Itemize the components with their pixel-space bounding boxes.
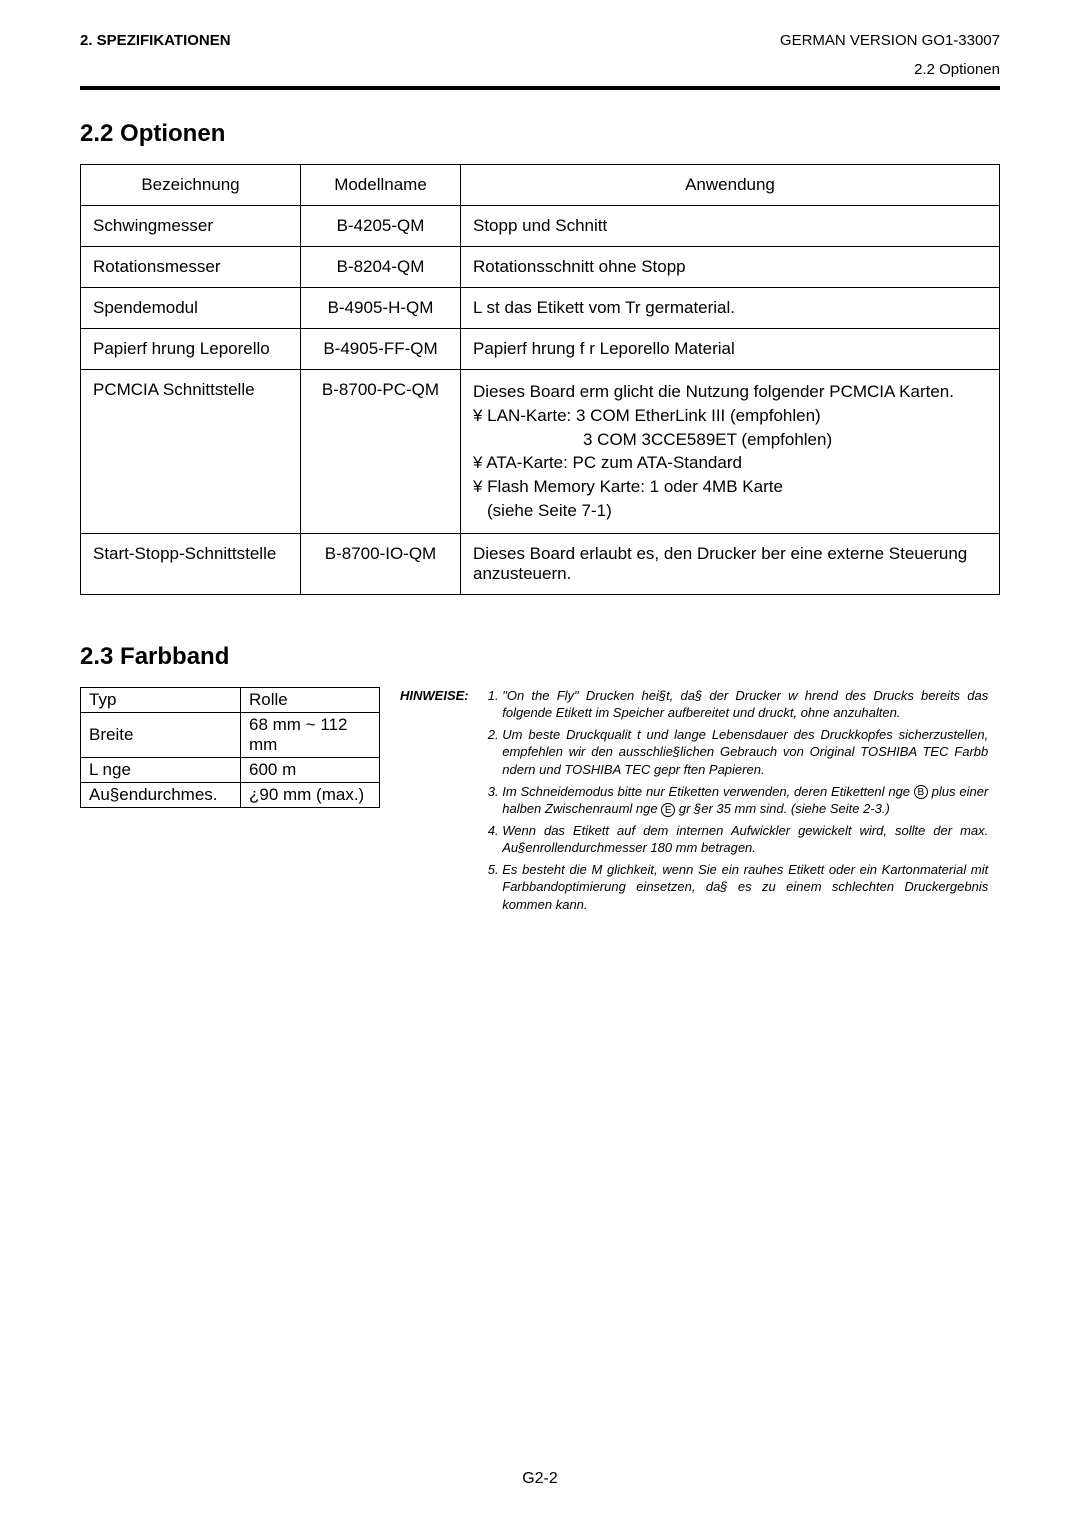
pcmcia-lan-a: ¥ LAN-Karte: 3 COM EtherLink III (empfoh…	[473, 406, 821, 425]
farb-key: L nge	[81, 757, 241, 782]
cell-anw: Rotationsschnitt ohne Stopp	[461, 247, 1000, 288]
cell-model: B-8700-PC-QM	[301, 370, 461, 534]
table-row: Rotationsmesser B-8204-QM Rotationsschni…	[81, 247, 1000, 288]
hinweis-item: Wenn das Etikett auf dem internen Aufwic…	[502, 822, 988, 857]
header-version: GERMAN VERSION GO1-33007	[780, 32, 1000, 49]
pcmcia-flash: ¥ Flash Memory Karte: 1 oder 4MB Karte	[473, 477, 783, 496]
cell-bez: Papierf hrung Leporello	[81, 329, 301, 370]
farbband-table: Typ Rolle Breite 68 mm ~ 112 mm L nge 60…	[80, 687, 380, 808]
hinweise-label: HINWEISE:	[400, 687, 469, 705]
farb-key: Breite	[81, 712, 241, 757]
cell-model: B-8204-QM	[301, 247, 461, 288]
table-row: Papierf hrung Leporello B-4905-FF-QM Pap…	[81, 329, 1000, 370]
pcmcia-ata: ¥ ATA-Karte: PC zum ATA-Standard	[473, 453, 742, 472]
hinweis-item: Es besteht die M glichkeit, wenn Sie ein…	[502, 861, 988, 914]
cell-anw: Dieses Board erlaubt es, den Drucker ber…	[461, 533, 1000, 594]
farb-key: Au§endurchmes.	[81, 782, 241, 807]
circled-b-icon: B	[914, 785, 928, 799]
table-row: Spendemodul B-4905-H-QM L st das Etikett…	[81, 288, 1000, 329]
hinweis-item: "On the Fly" Drucken hei§t, da§ der Druc…	[502, 687, 988, 722]
cell-bez: Spendemodul	[81, 288, 301, 329]
farb-val: 600 m	[241, 757, 380, 782]
header-rule	[80, 86, 1000, 90]
farb-val: 68 mm ~ 112 mm	[241, 712, 380, 757]
table-row: Au§endurchmes. ¿90 mm (max.)	[81, 782, 380, 807]
table-row: L nge 600 m	[81, 757, 380, 782]
table-row: Schwingmesser B-4205-QM Stopp und Schnit…	[81, 206, 1000, 247]
hinweise-block: HINWEISE: "On the Fly" Drucken hei§t, da…	[400, 687, 1000, 918]
hinweis-item: Um beste Druckqualit t und lange Lebensd…	[502, 726, 988, 779]
pcmcia-lan-b: 3 COM 3CCE589ET (empfohlen)	[473, 428, 987, 452]
table-row: Start-Stopp-Schnittstelle B-8700-IO-QM D…	[81, 533, 1000, 594]
circled-e-icon: E	[661, 803, 675, 817]
cell-bez: PCMCIA Schnittstelle	[81, 370, 301, 534]
cell-anw: Papierf hrung f r Leporello Material	[461, 329, 1000, 370]
section-2-3-title: 2.3 Farbband	[80, 643, 1000, 671]
options-table: Bezeichnung Modellname Anwendung Schwing…	[80, 164, 1000, 595]
cell-anw-pcmcia: Dieses Board erm glicht die Nutzung folg…	[461, 370, 1000, 534]
cell-anw: Stopp und Schnitt	[461, 206, 1000, 247]
page-footer: G2-2	[0, 1470, 1080, 1488]
cell-model: B-4905-FF-QM	[301, 329, 461, 370]
farb-val: Rolle	[241, 687, 380, 712]
farb-key: Typ	[81, 687, 241, 712]
cell-bez: Start-Stopp-Schnittstelle	[81, 533, 301, 594]
options-th-bezeichnung: Bezeichnung	[81, 165, 301, 206]
cell-model: B-8700-IO-QM	[301, 533, 461, 594]
cell-bez: Rotationsmesser	[81, 247, 301, 288]
cell-model: B-4205-QM	[301, 206, 461, 247]
cell-model: B-4905-H-QM	[301, 288, 461, 329]
pcmcia-line1: Dieses Board erm glicht die Nutzung folg…	[473, 382, 954, 401]
table-row: Typ Rolle	[81, 687, 380, 712]
options-th-anwendung: Anwendung	[461, 165, 1000, 206]
farb-val: ¿90 mm (max.)	[241, 782, 380, 807]
table-row: Breite 68 mm ~ 112 mm	[81, 712, 380, 757]
header-subsection: 2.2 Optionen	[80, 61, 1000, 78]
header-section-label: 2. SPEZIFIKATIONEN	[80, 32, 231, 49]
hinweis-item: Im Schneidemodus bitte nur Etiketten ver…	[502, 783, 988, 818]
section-2-2-title: 2.2 Optionen	[80, 120, 1000, 148]
options-th-modellname: Modellname	[301, 165, 461, 206]
pcmcia-see: (siehe Seite 7-1)	[473, 501, 612, 520]
cell-anw: L st das Etikett vom Tr germaterial.	[461, 288, 1000, 329]
cell-bez: Schwingmesser	[81, 206, 301, 247]
table-row: PCMCIA Schnittstelle B-8700-PC-QM Dieses…	[81, 370, 1000, 534]
